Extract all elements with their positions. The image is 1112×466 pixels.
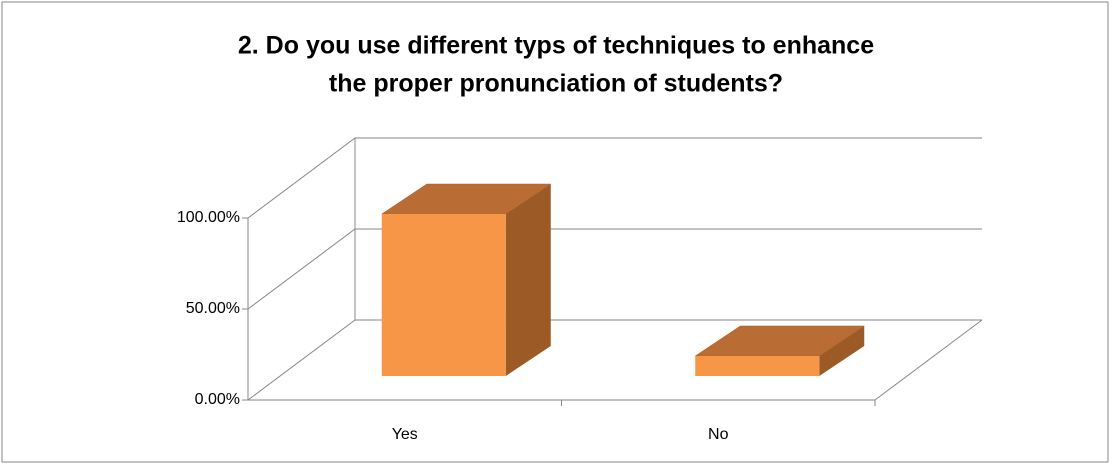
grid-line [247,228,982,310]
chart-title: the proper pronunciation of students? [329,70,783,98]
y-tick-label: 100.00% [177,209,240,226]
chart-title: 2. Do you use different typs of techniqu… [238,32,874,60]
y-tick-label: 0.00% [195,391,240,408]
grid-line [247,137,982,219]
y-tick-label: 50.00% [186,300,240,317]
bar [695,355,820,376]
grid-line [247,319,982,401]
x-tick-label: No [708,426,729,443]
bar-side [505,184,551,376]
bar [381,214,506,376]
x-tick-label: Yes [392,426,418,443]
floor-edge [874,319,983,401]
bar-side [819,325,865,376]
